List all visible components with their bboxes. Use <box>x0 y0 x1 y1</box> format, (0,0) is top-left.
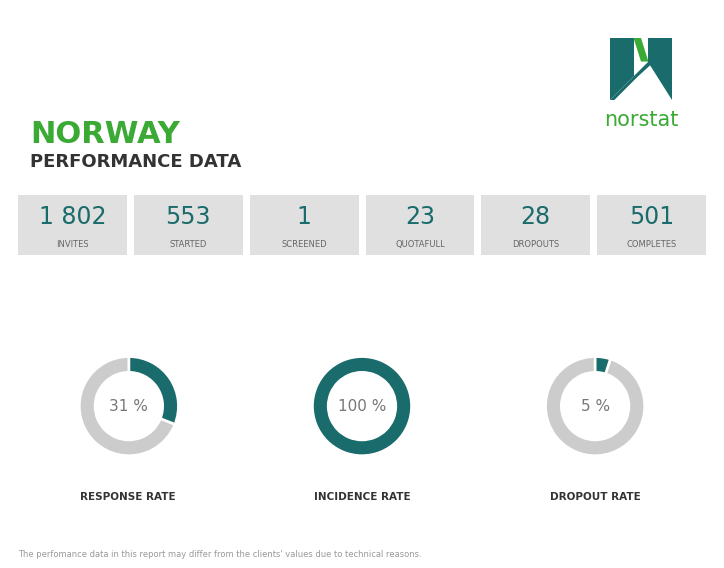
Text: The perfomance data in this report may differ from the clients' values due to te: The perfomance data in this report may d… <box>18 550 421 559</box>
Text: INCIDENCE RATE: INCIDENCE RATE <box>313 492 411 502</box>
Text: COMPLETES: COMPLETES <box>626 240 677 249</box>
FancyBboxPatch shape <box>134 195 243 255</box>
Polygon shape <box>634 38 649 61</box>
Polygon shape <box>649 38 672 100</box>
Text: 501: 501 <box>629 205 674 229</box>
Text: 1 802: 1 802 <box>38 205 106 229</box>
Text: 100 %: 100 % <box>338 399 386 414</box>
Text: NORWAY: NORWAY <box>30 120 180 149</box>
Text: 1: 1 <box>297 205 311 229</box>
FancyBboxPatch shape <box>18 195 127 255</box>
Wedge shape <box>312 357 412 456</box>
Text: DROPOUT RATE: DROPOUT RATE <box>550 492 640 502</box>
FancyBboxPatch shape <box>597 195 706 255</box>
Text: INVITES: INVITES <box>56 240 89 249</box>
FancyBboxPatch shape <box>366 195 474 255</box>
Polygon shape <box>610 38 672 100</box>
Text: PERFORMANCE DATA: PERFORMANCE DATA <box>30 153 241 171</box>
Text: 553: 553 <box>166 205 211 229</box>
Text: QUOTAFULL: QUOTAFULL <box>395 240 445 249</box>
Text: STARTED: STARTED <box>169 240 207 249</box>
Polygon shape <box>610 38 634 100</box>
Wedge shape <box>312 357 412 456</box>
Text: norstat: norstat <box>604 110 678 130</box>
Wedge shape <box>595 357 610 374</box>
Wedge shape <box>79 357 179 456</box>
Text: RESPONSE RATE: RESPONSE RATE <box>80 492 176 502</box>
Text: 23: 23 <box>405 205 435 229</box>
Text: DROPOUTS: DROPOUTS <box>512 240 560 249</box>
Text: 28: 28 <box>521 205 551 229</box>
Text: 31 %: 31 % <box>109 399 148 414</box>
Wedge shape <box>129 357 179 424</box>
FancyBboxPatch shape <box>250 195 358 255</box>
FancyBboxPatch shape <box>481 195 590 255</box>
Wedge shape <box>545 357 645 456</box>
Text: 5 %: 5 % <box>581 399 610 414</box>
Text: SCREENED: SCREENED <box>281 240 327 249</box>
